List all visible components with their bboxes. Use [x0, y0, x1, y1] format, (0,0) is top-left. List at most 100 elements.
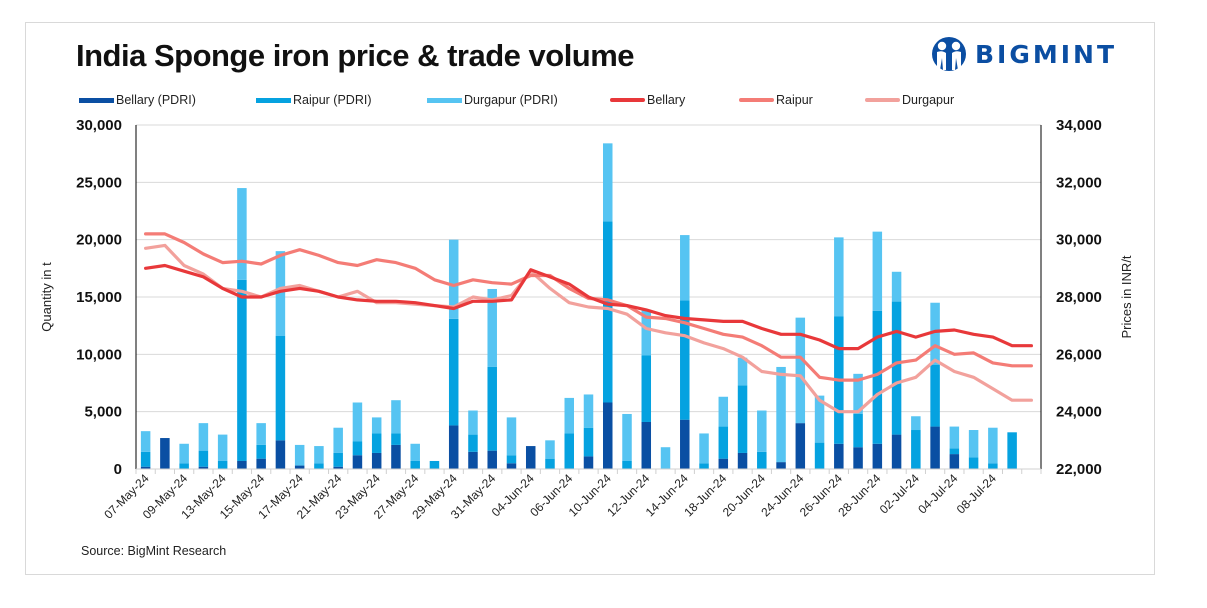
bar-durgapur-pdri	[352, 402, 363, 442]
bar-raipur-pdri	[949, 448, 960, 455]
bar-raipur-pdri	[256, 444, 266, 459]
bar-raipur-pdri	[988, 463, 998, 469]
y-tick-label: 30,000	[76, 117, 122, 134]
bar-durgapur-pdri	[140, 431, 151, 452]
bar-raipur-pdri	[468, 434, 478, 452]
legend-item-raipur-pdri: Raipur (PDRI)	[256, 93, 372, 107]
bar-bellary-pdri	[737, 452, 748, 469]
legend-label: Raipur (PDRI)	[293, 93, 372, 107]
bar-raipur-pdri	[506, 455, 517, 464]
bar-raipur-pdri	[968, 457, 979, 469]
y-tick-label: 10,000	[76, 346, 122, 363]
legend-swatch	[610, 98, 645, 102]
bar-raipur-pdri	[641, 355, 652, 422]
bar-durgapur-pdri	[333, 427, 343, 453]
bar-bellary-pdri	[583, 456, 594, 469]
bar-bellary-pdri	[930, 426, 940, 469]
y2-tick-label: 26,000	[1056, 346, 1102, 363]
bar-durgapur-pdri	[256, 423, 266, 445]
bar-raipur-pdri	[275, 335, 286, 441]
y-tick-label: 20,000	[76, 232, 122, 249]
bar-raipur-pdri	[410, 460, 420, 469]
bar-bellary-pdri	[160, 438, 170, 469]
bar-durgapur-pdri	[680, 235, 690, 301]
bar-durgapur-pdri	[198, 423, 209, 451]
x-tick-label: 28-Jun-24	[835, 471, 883, 519]
bar-bellary-pdri	[834, 443, 844, 469]
legend-label: Bellary (PDRI)	[116, 93, 196, 107]
y-tick-label: 0	[114, 461, 122, 478]
bar-raipur-pdri	[487, 366, 497, 451]
y-axis-ticks: 0 5,000 10,000 15,000 20,000 25,000 30,000	[76, 117, 122, 478]
bar-durgapur-pdri	[718, 396, 729, 427]
bar-durgapur-pdri	[988, 427, 998, 464]
y2-axis-ticks: 22,000 24,000 26,000 28,000 30,000 32,000 34,0…	[1056, 117, 1102, 478]
bar-raipur-pdri	[179, 463, 189, 469]
bar-bellary-pdri	[506, 463, 517, 469]
y-tick-label: 5,000	[84, 404, 122, 421]
bar-raipur-pdri	[237, 279, 247, 461]
bar-bellary-pdri	[275, 440, 286, 469]
bar-durgapur-pdri	[564, 397, 574, 434]
chart-title: India Sponge iron price & trade volume	[76, 38, 635, 73]
bar-raipur-pdri	[545, 458, 555, 469]
legend-label: Durgapur (PDRI)	[464, 93, 558, 107]
bar-raipur-pdri	[757, 451, 767, 469]
bar-durgapur-pdri	[487, 288, 497, 367]
bar-raipur-pdri	[217, 460, 228, 469]
bar-durgapur-pdri	[545, 440, 555, 459]
bar-raipur-pdri	[603, 221, 613, 403]
bar-bellary-pdri	[237, 460, 247, 469]
bar-raipur-pdri	[564, 433, 574, 469]
bar-bellary-pdri	[140, 466, 151, 469]
bar-durgapur-pdri	[699, 433, 709, 464]
bar-raipur-pdri	[872, 310, 883, 444]
bar-durgapur-pdri	[968, 430, 979, 458]
bar-bellary-pdri	[294, 465, 305, 469]
bar-durgapur-pdri	[834, 237, 844, 317]
legend-item-bellary: Bellary	[610, 93, 685, 107]
y-axis-title: Quantity in t	[39, 262, 54, 332]
line-bellary	[144, 263, 1034, 351]
bar-durgapur-pdri	[294, 444, 305, 466]
bar-durgapur-pdri	[853, 373, 863, 414]
bar-raipur-pdri	[699, 463, 709, 469]
legend-swatch	[865, 98, 900, 102]
bar-raipur-pdri	[680, 300, 690, 420]
bar-durgapur-pdri	[583, 394, 594, 428]
bar-durgapur-pdri	[949, 426, 960, 449]
bar-durgapur-pdri	[410, 443, 420, 461]
source-note: Source: BigMint Research	[81, 544, 227, 558]
bar-bellary-pdri	[853, 447, 863, 469]
y2-tick-label: 22,000	[1056, 461, 1102, 478]
axes	[135, 125, 1042, 474]
legend-swatch	[79, 97, 114, 103]
bar-raipur-pdri	[140, 451, 151, 467]
bar-durgapur-pdri	[217, 434, 228, 461]
bar-raipur-pdri	[371, 433, 382, 453]
legend-label: Bellary	[647, 93, 686, 107]
bar-raipur-pdri	[314, 463, 324, 469]
legend-item-durgapur-pdri: Durgapur (PDRI)	[427, 93, 558, 107]
y2-tick-label: 30,000	[1056, 232, 1102, 249]
y2-tick-label: 32,000	[1056, 174, 1102, 191]
bar-bellary-pdri	[256, 458, 266, 469]
bar-durgapur-pdri	[179, 443, 189, 464]
bar-bellary-pdri	[718, 458, 729, 469]
bar-raipur-pdri	[391, 433, 401, 445]
bar-durgapur-pdri	[930, 302, 940, 365]
x-tick-label: 04-Jul-24	[915, 471, 961, 517]
bar-bellary-pdri	[468, 451, 478, 469]
bar-durgapur-pdri	[275, 251, 286, 336]
legend-swatch	[427, 97, 462, 103]
bar-durgapur-pdri	[891, 271, 902, 302]
y2-axis-title: Prices in INR/t	[1119, 255, 1134, 338]
bar-raipur-pdri	[891, 301, 902, 435]
bar-bellary-pdri	[949, 454, 960, 469]
line-durgapur	[144, 243, 1034, 414]
bar-durgapur-pdri	[757, 410, 767, 452]
bar-raipur-pdri	[930, 364, 940, 427]
y-tick-label: 25,000	[76, 174, 122, 191]
bar-bellary-pdri	[487, 450, 497, 469]
